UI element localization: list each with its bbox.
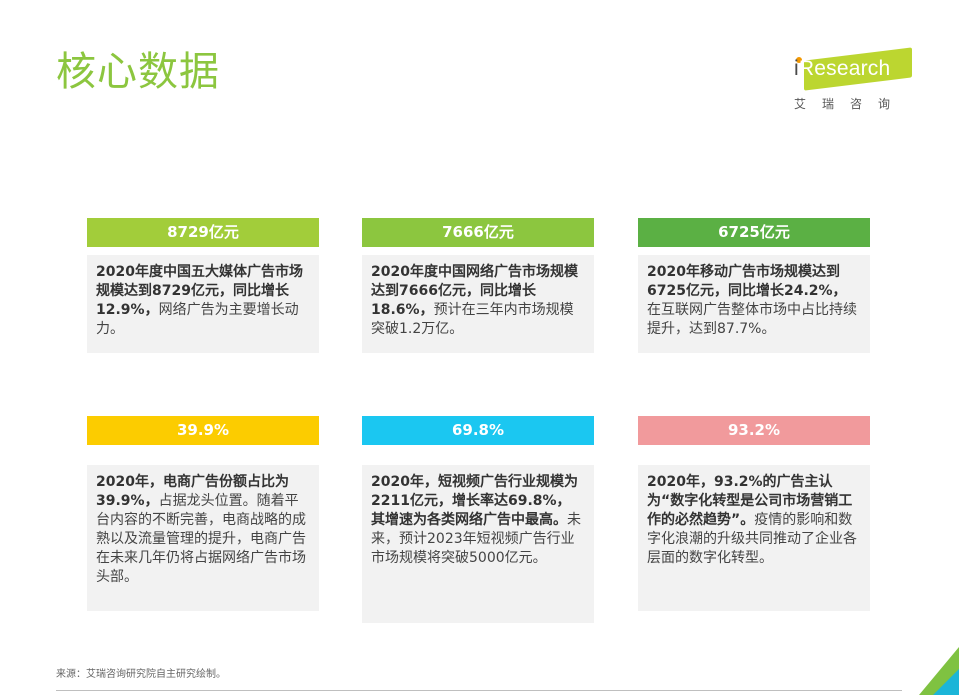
card-text: 未来，预计2023年短视频广告行业市场规模将突破5000亿元。 <box>371 512 581 566</box>
card-body: 2020年度中国网络广告市场规模达到7666亿元，同比增长18.6%，预计在三年… <box>362 255 594 353</box>
stat-card-short-video-ad: 69.8% 2020年，短视频广告行业规模为2211亿元，增长率达69.8%，其… <box>362 416 594 623</box>
card-strong-text: 2020年度中国网络广告市场规模达到7666亿元，同比增长18.6%， <box>371 264 578 318</box>
logo-wordmark: iResearch <box>794 57 891 80</box>
card-header: 69.8% <box>362 416 594 445</box>
card-text: 网络广告为主要增长动力。 <box>96 302 299 337</box>
card-text: 占据龙头位置。随着平台内容的不断完善，电商战略的成熟以及流量管理的提升，电商广告… <box>96 493 306 585</box>
card-header: 7666亿元 <box>362 218 594 247</box>
corner-blue-shape <box>933 669 959 695</box>
card-body: 2020年移动广告市场规模达到6725亿元，同比增长24.2%，在互联网广告整体… <box>638 255 870 353</box>
card-header: 39.9% <box>87 416 319 445</box>
logo-dot-icon <box>796 57 802 63</box>
iresearch-logo: iResearch 艾瑞咨询 <box>790 44 920 114</box>
card-header: 6725亿元 <box>638 218 870 247</box>
card-strong-text: 2020年，电商广告份额占比为39.9%， <box>96 474 289 509</box>
card-body: 2020年度中国五大媒体广告市场规模达到8729亿元，同比增长12.9%，网络广… <box>87 255 319 353</box>
card-text: 在互联网广告整体市场中占比持续提升，达到87.7%。 <box>647 302 857 337</box>
card-text: 疫情的影响和数字化浪潮的升级共同推动了企业各层面的数字化转型。 <box>647 512 857 566</box>
stat-card-ad-market: 8729亿元 2020年度中国五大媒体广告市场规模达到8729亿元，同比增长12… <box>87 218 319 353</box>
footer-divider <box>56 690 902 691</box>
stat-card-mobile-ad: 6725亿元 2020年移动广告市场规模达到6725亿元，同比增长24.2%，在… <box>638 218 870 353</box>
stat-card-ecommerce-ad: 39.9% 2020年，电商广告份额占比为39.9%，占据龙头位置。随着平台内容… <box>87 416 319 611</box>
card-body: 2020年，93.2%的广告主认为“数字化转型是公司市场营销工作的必然趋势”。疫… <box>638 465 870 611</box>
card-strong-text: 2020年度中国五大媒体广告市场规模达到8729亿元，同比增长12.9%， <box>96 264 303 318</box>
card-body: 2020年，电商广告份额占比为39.9%，占据龙头位置。随着平台内容的不断完善，… <box>87 465 319 611</box>
card-header: 8729亿元 <box>87 218 319 247</box>
logo-subtitle: 艾瑞咨询 <box>794 97 907 111</box>
corner-decoration <box>919 647 959 695</box>
card-strong-text: 2020年，短视频广告行业规模为2211亿元，增长率达69.8%，其增速为各类网… <box>371 474 578 528</box>
card-body: 2020年，短视频广告行业规模为2211亿元，增长率达69.8%，其增速为各类网… <box>362 465 594 623</box>
stat-card-digital-transformation: 93.2% 2020年，93.2%的广告主认为“数字化转型是公司市场营销工作的必… <box>638 416 870 611</box>
page-title: 核心数据 <box>56 49 220 95</box>
card-text: 预计在三年内市场规模突破1.2万亿。 <box>371 302 574 337</box>
stat-card-online-ad: 7666亿元 2020年度中国网络广告市场规模达到7666亿元，同比增长18.6… <box>362 218 594 353</box>
card-strong-text: 2020年移动广告市场规模达到6725亿元，同比增长24.2%， <box>647 264 847 299</box>
card-header: 93.2% <box>638 416 870 445</box>
card-strong-text: 2020年，93.2%的广告主认为“数字化转型是公司市场营销工作的必然趋势”。 <box>647 474 853 528</box>
footer-source: 来源：艾瑞咨询研究院自主研究绘制。 <box>56 669 226 680</box>
